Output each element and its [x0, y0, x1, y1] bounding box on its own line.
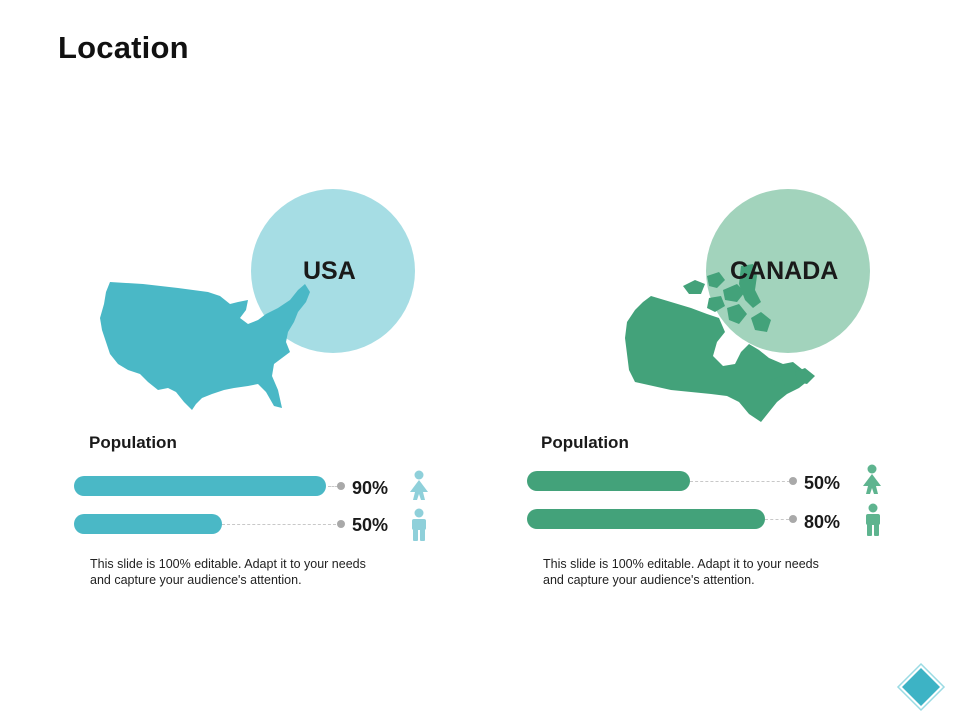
country-label-canada: CANADA	[730, 257, 839, 285]
male-person-icon	[412, 508, 426, 541]
bar-end-dot	[337, 482, 345, 490]
bar-end-dot	[337, 520, 345, 528]
usa-female-percent: 90%	[352, 478, 389, 498]
canada-bar-male	[527, 509, 787, 529]
bar-end-dot	[789, 477, 797, 485]
canada-map-icon	[625, 264, 815, 422]
leader-line	[690, 481, 790, 482]
canada-male-percent: 80%	[804, 512, 841, 532]
leader-line	[222, 524, 336, 525]
country-label-usa: USA	[303, 257, 356, 285]
diamond-nav-icon[interactable]	[896, 662, 946, 712]
canada-circle	[706, 189, 870, 353]
usa-male-percent: 50%	[352, 515, 389, 535]
bar-end-dot	[789, 515, 797, 523]
usa-map-icon	[100, 282, 310, 410]
usa-description: This slide is 100% editable. Adapt it to…	[90, 557, 366, 587]
population-title-canada: Population	[541, 433, 629, 452]
female-person-icon	[863, 464, 881, 494]
canada-female-percent: 50%	[804, 473, 841, 493]
leader-line	[328, 486, 338, 487]
male-person-icon	[866, 503, 880, 536]
canada-description: This slide is 100% editable. Adapt it to…	[543, 557, 819, 587]
slide-title: Location	[58, 30, 189, 65]
usa-panel: USA Population 90% 50% This slide is 100…	[74, 189, 428, 587]
usa-bar-female	[74, 476, 354, 496]
leader-line	[765, 519, 789, 520]
female-person-icon	[410, 470, 428, 500]
canada-bar-female	[527, 471, 787, 491]
usa-bar-male-fill	[74, 514, 222, 534]
usa-bar-male	[74, 514, 334, 534]
usa-bar-female-fill	[74, 476, 326, 496]
canada-bar-male-fill	[527, 509, 765, 529]
population-title-usa: Population	[89, 433, 177, 452]
canada-bar-female-fill	[527, 471, 690, 491]
canada-panel: CANADA Population 50% 80% This slide is …	[453, 0, 933, 720]
